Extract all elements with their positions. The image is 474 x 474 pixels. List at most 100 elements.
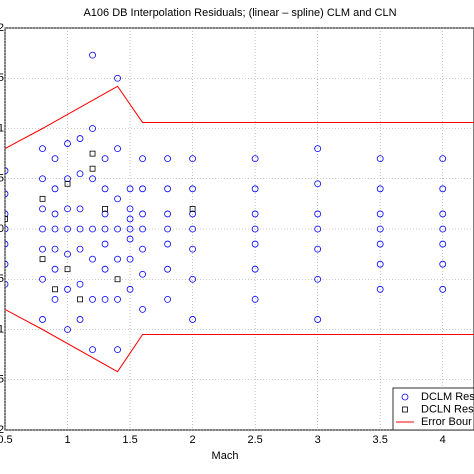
point [314, 316, 322, 323]
point [164, 265, 171, 273]
point [376, 185, 384, 193]
point [114, 295, 121, 303]
y-tick-label: 5 [0, 173, 4, 185]
point [64, 175, 71, 183]
point [439, 155, 447, 163]
point [114, 255, 121, 263]
point [189, 225, 197, 233]
point [126, 225, 134, 233]
point [51, 295, 59, 303]
point [89, 255, 96, 263]
point [251, 295, 259, 303]
point [5, 280, 9, 288]
point [64, 250, 71, 258]
x-tick-label: 3.5 [373, 434, 388, 446]
legend-label: DCLM Res [421, 391, 474, 403]
point [139, 210, 146, 218]
point [5, 190, 9, 198]
point [51, 185, 59, 193]
point [314, 275, 322, 283]
point [89, 175, 96, 183]
point [76, 245, 84, 253]
point [376, 260, 384, 268]
point [39, 256, 46, 263]
point [114, 276, 121, 283]
point [89, 346, 96, 354]
point [114, 145, 121, 153]
point [52, 286, 58, 293]
point [126, 185, 134, 193]
point [439, 210, 447, 218]
point [89, 150, 96, 157]
y-tick-label: 1 [0, 122, 4, 134]
point [39, 316, 46, 323]
x-tick-label: 1.5 [122, 434, 137, 446]
point [439, 260, 447, 268]
legend-label: DCLN Res [421, 403, 474, 415]
point [101, 265, 109, 273]
point [189, 210, 197, 218]
point [251, 265, 259, 273]
point [89, 165, 96, 172]
point [51, 265, 59, 273]
x-tick-label: 2 [190, 434, 196, 446]
point [64, 205, 71, 213]
point [114, 74, 121, 82]
point [314, 145, 322, 153]
x-tick-label: 0.5 [0, 434, 13, 446]
point [51, 245, 59, 253]
legend-box [392, 387, 474, 431]
legend-label: Error Bour [421, 416, 472, 428]
point [39, 275, 46, 283]
y-tick-label: 5 [0, 374, 4, 386]
point [314, 245, 322, 253]
point [251, 225, 259, 233]
point [139, 185, 146, 193]
point [114, 225, 121, 233]
point [51, 155, 59, 163]
legend-swatch [401, 393, 409, 401]
point [314, 180, 322, 188]
point [164, 225, 171, 233]
error-bound-line [5, 85, 474, 373]
point [251, 155, 259, 163]
point [376, 210, 384, 218]
point [89, 125, 96, 132]
point [439, 240, 447, 248]
point [64, 326, 71, 333]
point [39, 195, 46, 202]
point [139, 305, 146, 313]
point [376, 225, 384, 233]
point [314, 210, 322, 218]
point [439, 225, 447, 233]
x-axis-label: Mach [212, 450, 239, 462]
point [5, 216, 8, 222]
point [76, 225, 84, 233]
point [189, 155, 197, 163]
point [76, 170, 84, 178]
point [126, 215, 134, 223]
x-tick-label: 4 [440, 434, 446, 446]
point [439, 185, 447, 193]
point [251, 210, 259, 218]
point [314, 225, 322, 233]
point [101, 295, 109, 303]
point [114, 346, 121, 354]
point [164, 210, 171, 218]
point [5, 260, 9, 268]
point [126, 285, 134, 293]
point [76, 205, 84, 213]
point [164, 240, 171, 248]
point [139, 245, 146, 253]
point [376, 155, 384, 163]
point [64, 140, 71, 147]
point [89, 51, 96, 59]
point [164, 295, 171, 303]
y-tick-label: 5 [0, 72, 4, 84]
point [101, 155, 109, 163]
point [76, 135, 84, 142]
x-tick-label: 3 [315, 434, 321, 446]
point [101, 225, 109, 233]
y-tick-label: 0 [0, 223, 4, 235]
